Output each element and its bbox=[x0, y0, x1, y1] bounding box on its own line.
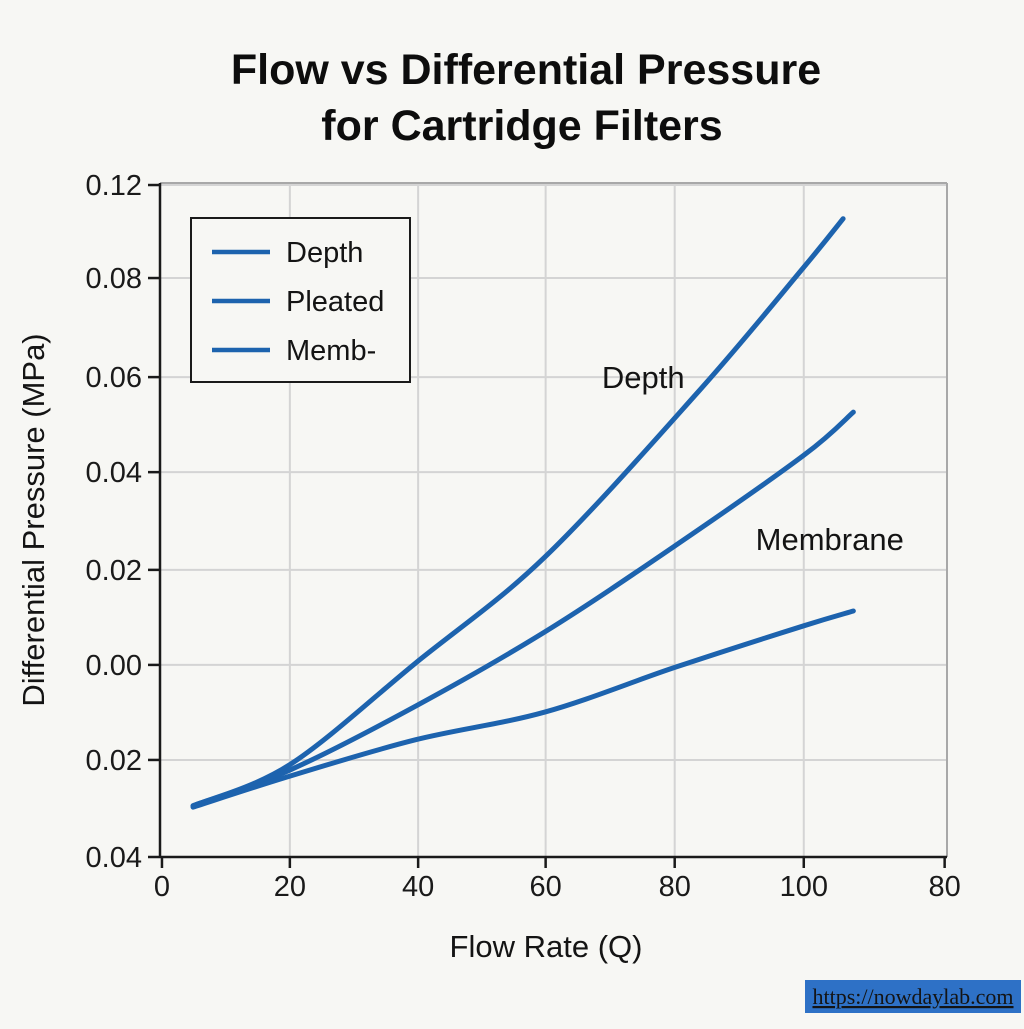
legend-item-depth: Depth bbox=[212, 237, 363, 269]
plot-ticks: 0 20 40 60 80 100 80 0.12 0.08 0.06 0.04 0.02 0.00 0.… bbox=[86, 170, 961, 903]
annotation-depth: Depth bbox=[602, 360, 685, 395]
y-tick-label: 0.02 bbox=[86, 745, 142, 777]
x-tick-label: 20 bbox=[274, 871, 306, 903]
plot-annotations: Depth Membrane bbox=[602, 360, 904, 557]
legend-item-pleated: Pleated bbox=[212, 286, 384, 318]
watermark-url[interactable]: https://nowdaylab.com bbox=[812, 984, 1013, 1009]
x-tick-label: 80 bbox=[659, 871, 691, 903]
legend-label-depth: Depth bbox=[286, 237, 363, 269]
x-tick-label: 40 bbox=[402, 871, 434, 903]
series-line-membrane bbox=[190, 608, 856, 810]
y-axis-label: Differential Pressure (MPa) bbox=[16, 333, 51, 706]
legend: Depth Pleated Memb- bbox=[190, 217, 411, 383]
x-tick-label: 0 bbox=[154, 871, 170, 903]
y-tick-label: 0.08 bbox=[86, 263, 142, 295]
plot-series bbox=[190, 216, 856, 810]
y-tick-label: 0.02 bbox=[86, 555, 142, 587]
y-tick-label: 0.12 bbox=[86, 170, 142, 202]
x-tick-label: 100 bbox=[780, 871, 828, 903]
y-tick-label: 0.04 bbox=[86, 842, 142, 874]
legend-item-membrane: Memb- bbox=[212, 335, 376, 367]
x-axis-label: Flow Rate (Q) bbox=[450, 929, 643, 964]
chart-title-line1: Flow vs Differential Pressure bbox=[231, 46, 821, 94]
x-tick-label: 80 bbox=[929, 871, 961, 903]
legend-label-pleated: Pleated bbox=[286, 286, 384, 318]
y-tick-label: 0.00 bbox=[86, 650, 142, 682]
series-line-depth bbox=[190, 216, 846, 809]
annotation-membrane: Membrane bbox=[756, 522, 904, 557]
x-tick-label: 60 bbox=[529, 871, 561, 903]
y-tick-label: 0.06 bbox=[86, 362, 142, 394]
watermark-background bbox=[805, 980, 1021, 1013]
y-tick-label: 0.04 bbox=[86, 457, 142, 489]
chart-title-line2: for Cartridge Filters bbox=[321, 102, 722, 150]
watermark-link[interactable]: https://nowdaylab.com bbox=[805, 980, 1021, 1013]
series-line-pleated bbox=[190, 409, 856, 809]
legend-label-membrane: Memb- bbox=[286, 335, 376, 367]
